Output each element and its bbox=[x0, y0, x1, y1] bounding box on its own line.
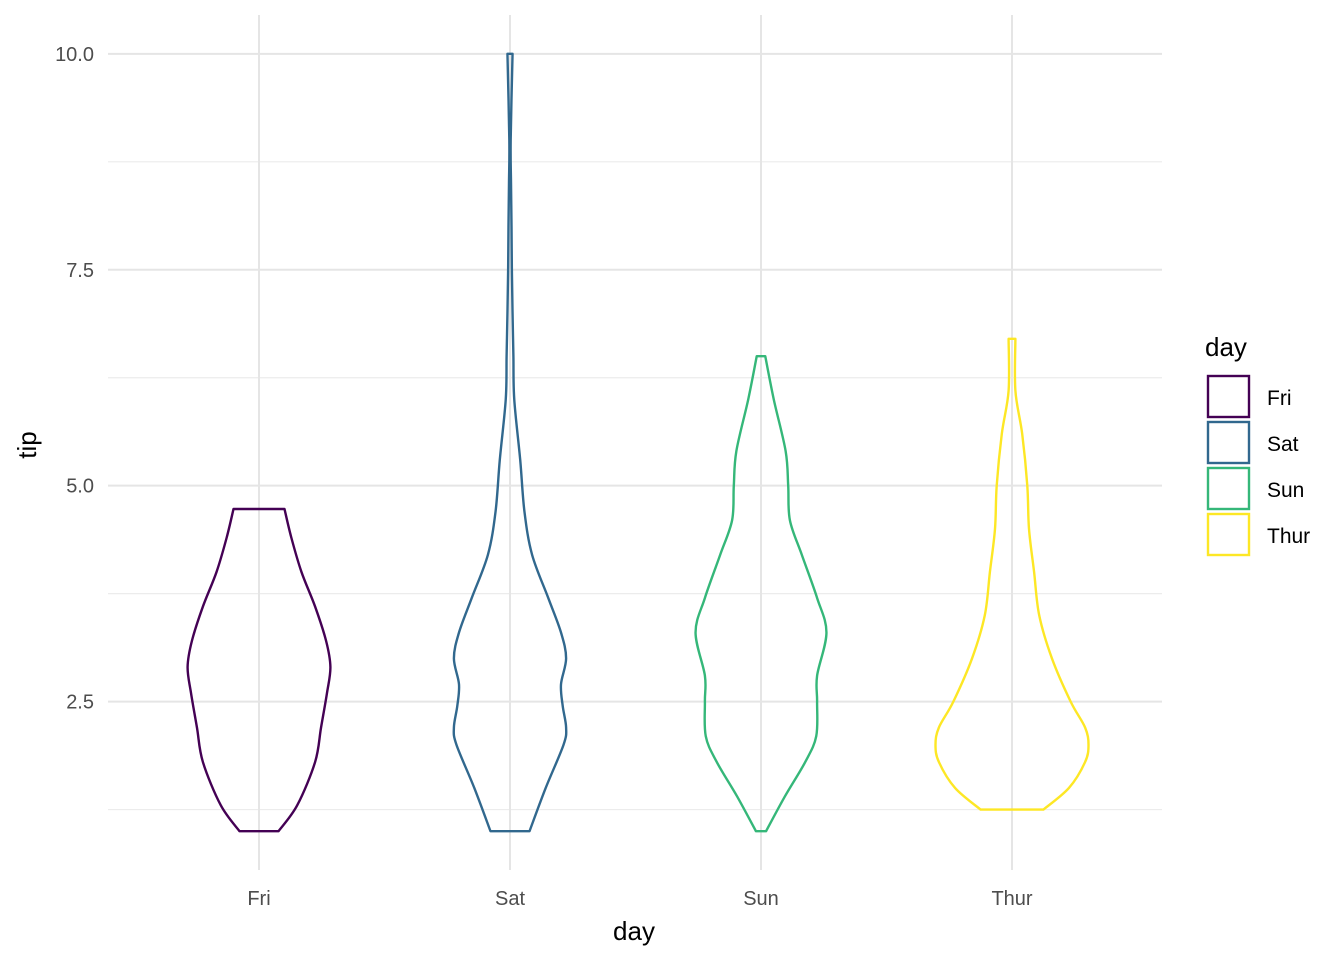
x-tick-label: Thur bbox=[991, 888, 1032, 910]
y-axis-title: tip bbox=[12, 431, 42, 458]
legend-key-thur bbox=[1206, 512, 1251, 557]
violin-sat bbox=[452, 52, 568, 833]
legend-label: Fri bbox=[1267, 387, 1292, 410]
legend: day Fri Sat Sun Thur bbox=[1205, 332, 1310, 557]
x-axis-title: day bbox=[613, 916, 655, 946]
x-tick-label: Sat bbox=[495, 888, 525, 910]
y-tick-label: 5.0 bbox=[66, 476, 94, 498]
violin-fri bbox=[186, 507, 332, 833]
legend-label: Thur bbox=[1267, 525, 1310, 548]
violin-thur bbox=[934, 337, 1090, 811]
y-tick-label: 7.5 bbox=[66, 260, 94, 282]
legend-label: Sat bbox=[1267, 433, 1299, 456]
y-tick-label: 2.5 bbox=[66, 692, 94, 714]
violin-sun bbox=[694, 354, 828, 833]
legend-key-sat bbox=[1206, 420, 1251, 465]
axes: 2.5 5.0 7.5 10.0 Fri Sat Sun Thur bbox=[55, 44, 1033, 910]
legend-label: Sun bbox=[1267, 479, 1304, 502]
x-tick-label: Sun bbox=[743, 888, 779, 910]
violin-layer bbox=[186, 52, 1090, 833]
y-tick-label: 10.0 bbox=[55, 44, 94, 66]
grid bbox=[108, 15, 1162, 870]
legend-key-sun bbox=[1206, 466, 1251, 511]
x-tick-label: Fri bbox=[247, 888, 270, 910]
legend-key-fri bbox=[1206, 374, 1251, 419]
legend-title: day bbox=[1205, 332, 1247, 362]
